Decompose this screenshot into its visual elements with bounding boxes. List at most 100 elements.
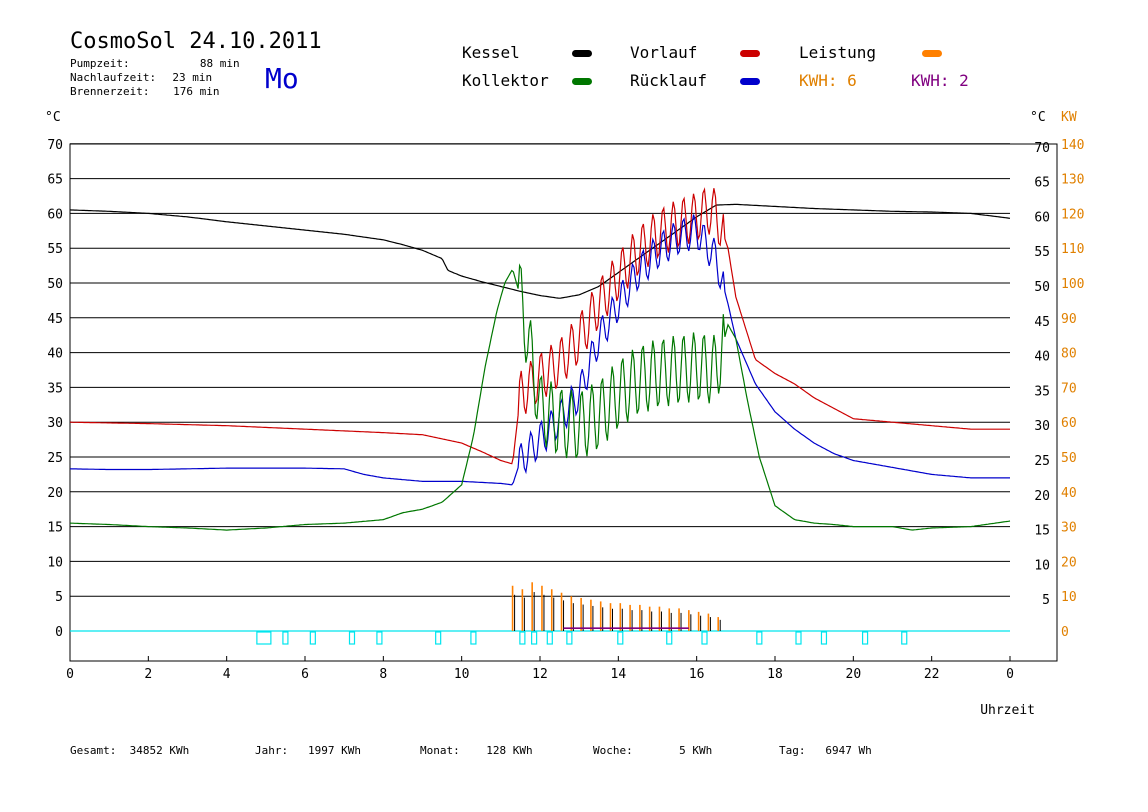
pump-marker: [256, 631, 272, 645]
plot-frame: [69, 143, 1058, 662]
brennerzeit-row: Brennerzeit: 176 min: [70, 85, 219, 98]
pump-marker: [756, 631, 763, 645]
x-tick-label: 6: [301, 667, 309, 682]
y-left-tick-label: 55: [47, 242, 63, 257]
legend-kessel-swatch: [572, 50, 592, 57]
y-left-tick-label: 65: [47, 173, 63, 188]
nachlaufzeit-row: Nachlaufzeit: 23 min: [70, 71, 212, 84]
y-right-temp-tick-label: 45: [1034, 315, 1050, 330]
pump-marker: [282, 631, 289, 645]
y-right-kw-tick-label: 60: [1061, 416, 1077, 431]
x-tick-label: 14: [611, 667, 627, 682]
nachlaufzeit-label: Nachlaufzeit:: [70, 71, 157, 84]
y-right-kw-tick-label: 130: [1061, 173, 1084, 188]
x-tick-label: 22: [924, 667, 940, 682]
y-right-temp-tick-label: 55: [1034, 245, 1050, 260]
series-line-rücklauf: [69, 214, 1010, 486]
y-right-temp-tick-label: 40: [1034, 350, 1050, 365]
monat-value: 128 KWh: [486, 744, 533, 757]
gesamt-value: 34852 KWh: [129, 744, 190, 757]
series-line-kessel: [69, 203, 1011, 299]
pumpzeit-row: Pumpzeit: 88 min: [70, 57, 240, 70]
pump-marker: [348, 631, 356, 645]
y-right-kw-unit: KW: [1061, 110, 1077, 125]
y-left-tick-label: 0: [55, 625, 63, 640]
series-line-kollektor: [69, 263, 1011, 531]
x-axis-title: Uhrzeit: [980, 703, 1035, 718]
legend-kollektor-swatch: [572, 78, 592, 85]
x-tick-label: 10: [454, 667, 470, 682]
weekday-label: Mo: [265, 62, 299, 95]
y-right-temp-tick-label: 30: [1034, 419, 1050, 434]
pump-marker: [701, 631, 708, 645]
y-right-kw-tick-label: 90: [1061, 312, 1077, 327]
pump-marker: [309, 631, 316, 645]
footer-gesamt: Gesamt: 34852 KWh: [70, 744, 189, 757]
y-left-tick-label: 25: [47, 451, 63, 466]
legend-kwh-orange: KWH: 6: [799, 71, 857, 90]
y-right-kw-tick-label: 120: [1061, 207, 1084, 222]
pump-marker: [470, 631, 477, 645]
x-tick-label: 0: [1006, 667, 1014, 682]
footer-jahr: Jahr: 1997 KWh: [255, 744, 361, 757]
pumpzeit-value: 88 min: [199, 57, 240, 70]
legend-kwh-purple: KWH: 2: [911, 71, 969, 90]
x-tick-label: 20: [846, 667, 862, 682]
nachlaufzeit-value: 23 min: [172, 71, 213, 84]
tag-value: 6947 Wh: [825, 744, 872, 757]
x-tick-label: 4: [223, 667, 231, 682]
x-tick-label: 12: [532, 667, 548, 682]
pump-marker: [666, 631, 673, 645]
footer-tag: Tag: 6947 Wh: [779, 744, 872, 757]
y-left-tick-label: 30: [47, 416, 63, 431]
x-tick-label: 18: [767, 667, 783, 682]
legend-vorlauf-swatch: [740, 50, 760, 57]
jahr-value: 1997 KWh: [308, 744, 361, 757]
pump-marker: [861, 631, 869, 645]
pump-marker: [617, 631, 624, 645]
y-right-temp-tick-label: 65: [1034, 176, 1050, 191]
y-right-kw-tick-label: 110: [1061, 242, 1084, 257]
x-tick-label: 16: [689, 667, 705, 682]
tag-label: Tag:: [779, 744, 806, 757]
woche-label: Woche:: [593, 744, 633, 757]
y-right-kw-tick-label: 50: [1061, 451, 1077, 466]
woche-value: 5 KWh: [679, 744, 713, 757]
pumpzeit-label: Pumpzeit:: [70, 57, 130, 70]
legend-leistung-label: Leistung: [799, 43, 877, 62]
y-right-kw-tick-label: 100: [1061, 277, 1084, 292]
y-right-kw-tick-label: 40: [1061, 486, 1077, 501]
pump-marker: [519, 631, 526, 645]
pump-marker: [820, 631, 828, 645]
y-right-temp-tick-label: 70: [1034, 141, 1050, 156]
x-tick-label: 0: [66, 667, 74, 682]
y-right-temp-tick-label: 35: [1034, 384, 1050, 399]
y-left-tick-label: 5: [55, 590, 63, 605]
y-right-temp-tick-label: 60: [1034, 210, 1050, 225]
legend-leistung-swatch: [922, 50, 942, 57]
pump-marker: [901, 631, 908, 645]
y-left-tick-label: 10: [47, 555, 63, 570]
pump-marker: [566, 631, 573, 645]
jahr-label: Jahr:: [255, 744, 289, 757]
y-right-temp-tick-label: 5: [1042, 593, 1050, 608]
pump-marker: [795, 631, 802, 645]
y-right-temp-tick-label: 10: [1034, 558, 1050, 573]
y-right-kw-tick-label: 140: [1061, 138, 1084, 153]
y-right-kw-tick-label: 30: [1061, 521, 1077, 536]
y-right-kw-tick-label: 0: [1061, 625, 1069, 640]
pump-marker: [376, 631, 383, 645]
y-right-temp-tick-label: 25: [1034, 454, 1050, 469]
footer-woche: Woche: 5 KWh: [593, 744, 712, 757]
legend-vorlauf-label: Vorlauf: [630, 43, 698, 62]
pump-marker: [546, 631, 553, 645]
page-title: CosmoSol 24.10.2011: [70, 29, 322, 54]
y-right-kw-tick-label: 70: [1061, 381, 1077, 396]
footer-monat: Monat: 128 KWh: [420, 744, 533, 757]
legend-kollektor-label: Kollektor: [462, 71, 549, 90]
legend-ruecklauf-label: Rücklauf: [630, 71, 708, 90]
y-left-tick-label: 35: [47, 381, 63, 396]
y-right-kw-tick-label: 10: [1061, 590, 1077, 605]
y-left-tick-label: 45: [47, 312, 63, 327]
